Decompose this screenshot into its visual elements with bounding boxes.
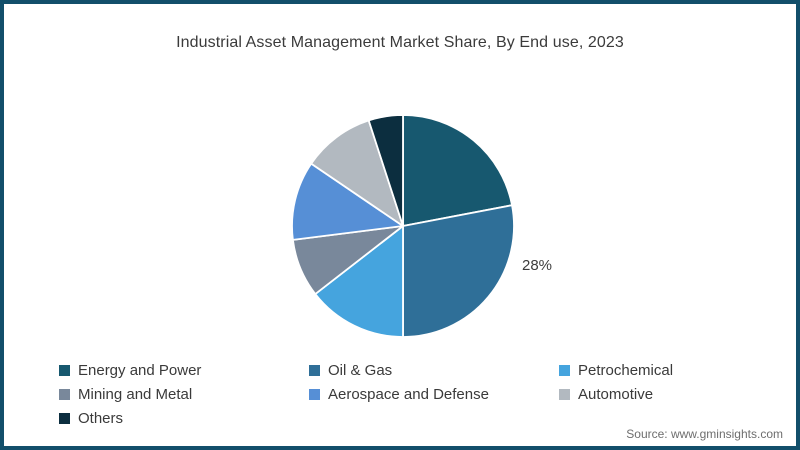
legend-item-petrochemical: Petrochemical bbox=[559, 362, 759, 379]
oil-gas-percentage-label: 28% bbox=[522, 257, 553, 274]
legend-swatch-mining-and-metal bbox=[59, 388, 70, 400]
legend-swatch-aerospace-and-defense bbox=[309, 388, 320, 400]
legend: Energy and Power Oil & Gas Petrochemical… bbox=[59, 358, 769, 430]
legend-label: Aerospace and Defense bbox=[328, 385, 489, 403]
legend-label: Oil & Gas bbox=[328, 361, 393, 379]
legend-item-aerospace-and-defense: Aerospace and Defense bbox=[309, 386, 559, 403]
pie-slice-aerospace-and-defense bbox=[291, 162, 404, 241]
legend-item-automotive: Automotive bbox=[559, 386, 759, 403]
chart-title: Industrial Asset Management Market Share… bbox=[176, 34, 624, 51]
pie-slice-energy-and-power bbox=[402, 114, 513, 227]
pie-slice-automotive bbox=[310, 119, 404, 227]
legend-item-others: Others bbox=[59, 410, 309, 427]
pie-slice-petrochemical bbox=[314, 225, 404, 338]
pie-slice-oil-gas bbox=[402, 204, 515, 338]
legend-label: Mining and Metal bbox=[78, 385, 193, 403]
legend-label: Others bbox=[78, 409, 124, 427]
legend-item-mining-and-metal: Mining and Metal bbox=[59, 386, 309, 403]
legend-swatch-energy-and-power bbox=[59, 364, 70, 376]
pie-chart bbox=[291, 114, 515, 338]
legend-swatch-petrochemical bbox=[559, 364, 570, 376]
pie-slice-others bbox=[367, 114, 404, 227]
legend-swatch-automotive bbox=[559, 388, 570, 400]
source-attribution: Source: www.gminsights.com bbox=[626, 427, 783, 441]
legend-item-energy-and-power: Energy and Power bbox=[59, 362, 309, 379]
legend-label: Energy and Power bbox=[78, 361, 202, 379]
legend-swatch-others bbox=[59, 412, 70, 424]
legend-swatch-oil-and-gas bbox=[309, 364, 320, 376]
legend-item-oil-and-gas: Oil & Gas bbox=[309, 362, 559, 379]
legend-label: Petrochemical bbox=[578, 361, 674, 379]
legend-label: Automotive bbox=[578, 385, 654, 403]
